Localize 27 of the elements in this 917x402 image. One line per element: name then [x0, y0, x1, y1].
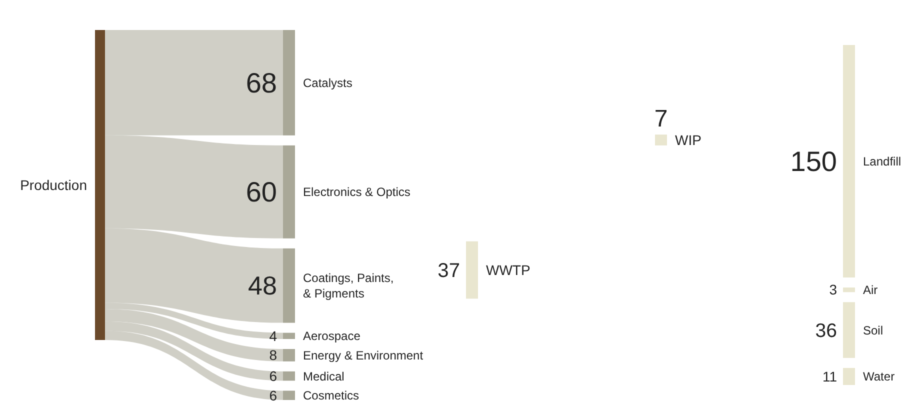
data-label: 60 — [246, 176, 277, 208]
data-label: 68 — [246, 68, 277, 98]
data-label: 48 — [248, 270, 277, 301]
category-label: Energy & Environment — [303, 348, 424, 362]
data-label: 37 — [438, 260, 460, 282]
data-label: 11 — [822, 368, 838, 384]
category-label: Water — [863, 370, 895, 384]
category-label: Air — [863, 283, 878, 298]
category-label: Production — [20, 176, 87, 193]
data-label: 6 — [269, 368, 278, 384]
data-label: 6 — [269, 387, 278, 402]
category-label: Landfill — [863, 154, 902, 168]
category-label: Catalysts — [303, 76, 352, 90]
category-label: WWTP — [486, 262, 530, 278]
category-label: Medical — [303, 369, 344, 384]
category-label: WIP — [675, 132, 702, 148]
data-label: 4 — [269, 328, 278, 344]
category-label: Cosmetics — [303, 388, 360, 402]
data-label: 150 — [790, 146, 837, 178]
category-label: Soil — [863, 323, 884, 338]
category-label: Electronics & Optics — [303, 185, 410, 200]
category-label: Aerospace — [303, 329, 361, 344]
data-label: 8 — [269, 347, 278, 364]
data-label: 3 — [829, 282, 838, 298]
data-label: 36 — [815, 320, 837, 342]
category-label: Coatings, Paints, & Pigments — [303, 270, 394, 300]
data-label: 7 — [654, 106, 668, 133]
